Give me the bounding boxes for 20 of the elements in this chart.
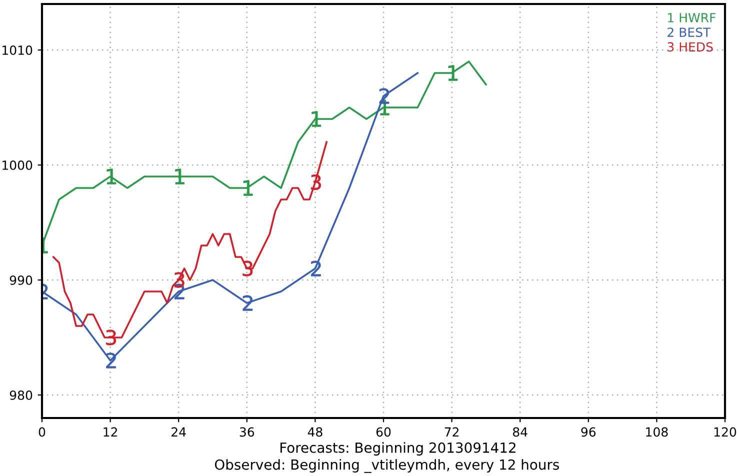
y-tick-label: 1000 <box>2 160 32 170</box>
x-tick-label: 120 <box>714 427 736 437</box>
x-tick-label: 72 <box>444 427 458 437</box>
text: 1 HWRF <box>668 13 716 22</box>
x-tick-label: 12 <box>104 427 117 437</box>
x-tick-label: 84 <box>512 427 528 437</box>
x-tick-label: 96 <box>581 427 596 437</box>
text: 2 BEST <box>668 28 711 38</box>
x-tick-label: 48 <box>308 427 322 437</box>
y-tick-label: 990 <box>10 275 32 285</box>
x-tick-label: 108 <box>646 427 668 437</box>
y-tick-label: 980 <box>10 390 32 400</box>
y-tick-label: 1010 <box>2 45 32 55</box>
text: 3 HEDS <box>668 42 713 52</box>
text: Observed: Beginning _vtitleymdh, every 12 hours <box>214 459 559 473</box>
x-tick-label: 60 <box>376 427 391 437</box>
x-tick-label: 24 <box>172 427 186 437</box>
text: Forecasts: Beginning 2013091412 <box>280 442 516 456</box>
x-tick-label: 0 <box>38 427 46 437</box>
x-tick-label: 36 <box>240 427 254 437</box>
